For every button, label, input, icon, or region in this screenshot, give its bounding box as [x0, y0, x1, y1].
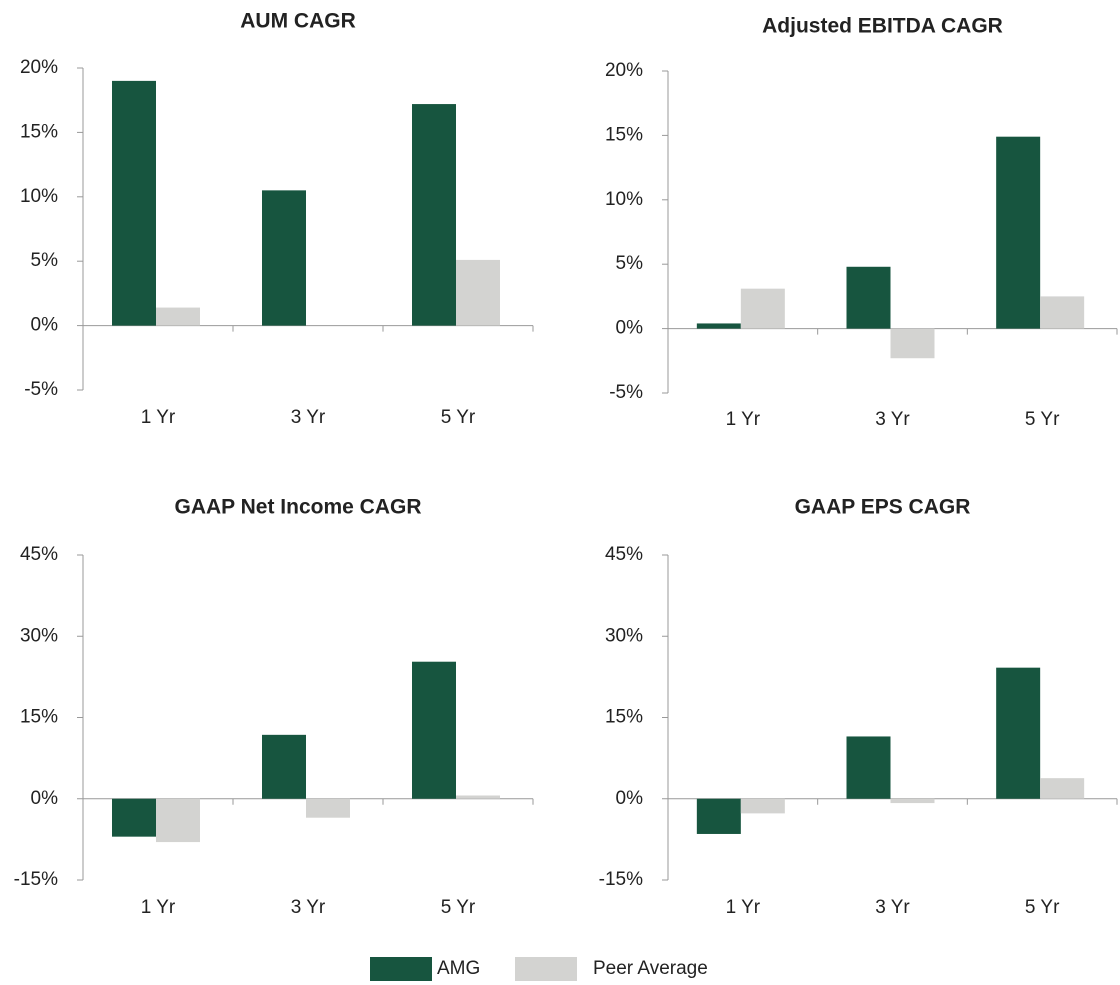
- y-tick-label: 0%: [616, 318, 644, 339]
- y-tick-label: 10%: [20, 186, 58, 207]
- y-tick-label: 30%: [20, 625, 58, 646]
- y-tick-label: 10%: [605, 189, 643, 210]
- bar: [412, 661, 456, 799]
- chart-title: AUM CAGR: [240, 10, 356, 33]
- y-tick-label: -5%: [609, 382, 643, 403]
- bar: [996, 136, 1041, 329]
- bar: [1040, 296, 1085, 329]
- chart-title: GAAP Net Income CAGR: [175, 496, 422, 519]
- y-tick-label: 0%: [31, 315, 59, 336]
- x-tick-label: 5 Yr: [441, 897, 476, 918]
- y-tick-label: 0%: [616, 788, 644, 809]
- bar: [262, 190, 306, 326]
- bar: [696, 323, 741, 329]
- x-tick-label: 5 Yr: [1025, 897, 1060, 918]
- y-tick-label: 5%: [31, 250, 59, 271]
- bar: [846, 266, 891, 329]
- y-tick-label: -15%: [599, 869, 643, 890]
- bar: [890, 328, 935, 359]
- y-tick-label: 45%: [605, 544, 643, 565]
- y-tick-label: -5%: [24, 379, 58, 400]
- bar: [456, 259, 500, 326]
- y-tick-label: -15%: [14, 869, 58, 890]
- x-tick-label: 3 Yr: [291, 897, 326, 918]
- legend-label: AMG: [437, 958, 480, 979]
- bar: [846, 736, 891, 799]
- chart-title: GAAP EPS CAGR: [795, 496, 971, 519]
- bar: [112, 80, 156, 326]
- bar: [412, 104, 456, 326]
- bar: [156, 798, 200, 843]
- x-tick-label: 5 Yr: [1025, 409, 1060, 430]
- x-tick-label: 3 Yr: [875, 409, 910, 430]
- bar: [456, 795, 500, 799]
- x-tick-label: 3 Yr: [291, 407, 326, 428]
- y-tick-label: 30%: [605, 625, 643, 646]
- y-tick-label: 15%: [20, 707, 58, 728]
- y-tick-label: 45%: [20, 544, 58, 565]
- x-tick-label: 1 Yr: [141, 897, 176, 918]
- bar: [306, 798, 350, 818]
- y-tick-label: 5%: [616, 253, 644, 274]
- bar: [740, 798, 785, 814]
- y-tick-label: 15%: [605, 124, 643, 145]
- bar: [262, 734, 306, 799]
- legend-label: Peer Average: [593, 958, 708, 979]
- y-tick-label: 0%: [31, 788, 59, 809]
- bar: [890, 798, 935, 804]
- x-tick-label: 1 Yr: [141, 407, 176, 428]
- bar: [740, 288, 785, 329]
- y-tick-label: 15%: [605, 707, 643, 728]
- legend-swatch: [370, 957, 432, 981]
- x-tick-label: 1 Yr: [726, 897, 761, 918]
- bar: [156, 307, 200, 326]
- x-tick-label: 5 Yr: [441, 407, 476, 428]
- x-tick-label: 1 Yr: [726, 409, 761, 430]
- y-tick-label: 15%: [20, 121, 58, 142]
- legend-swatch: [515, 957, 577, 981]
- y-tick-label: 20%: [20, 57, 58, 78]
- chart-title: Adjusted EBITDA CAGR: [762, 15, 1003, 38]
- bar: [112, 798, 156, 837]
- y-tick-label: 20%: [605, 60, 643, 81]
- bar: [996, 667, 1041, 799]
- x-tick-label: 3 Yr: [875, 897, 910, 918]
- bar: [696, 798, 741, 834]
- bar: [1040, 778, 1085, 799]
